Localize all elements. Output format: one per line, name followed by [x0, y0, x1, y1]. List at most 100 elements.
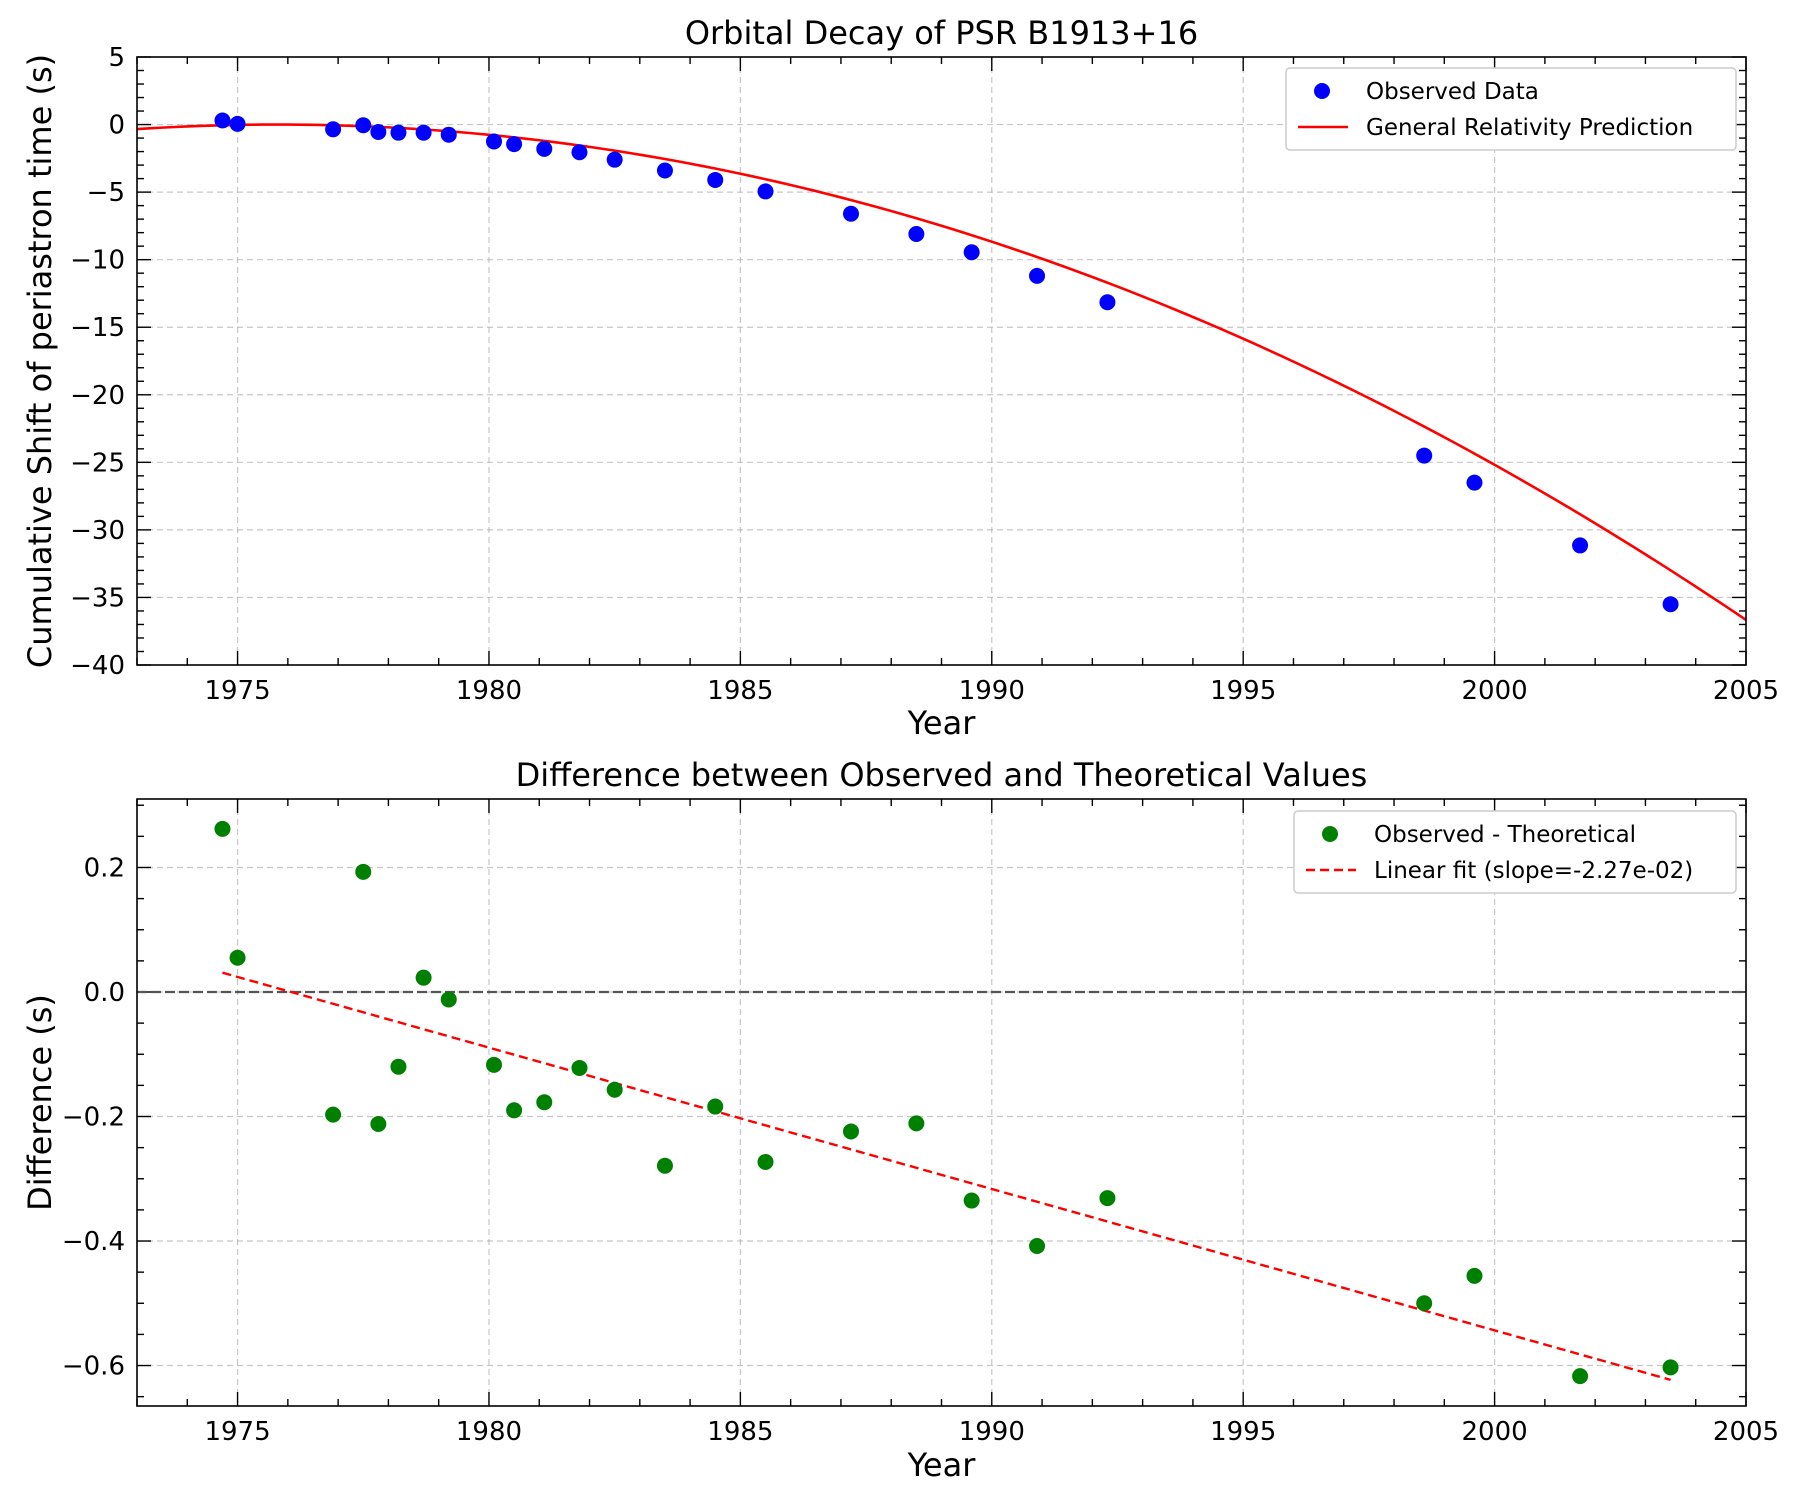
residual-data-point: [1572, 1368, 1589, 1385]
residual-data-point: [485, 1056, 502, 1073]
y-tick-label: −40: [70, 651, 125, 681]
residual-data-point: [370, 1115, 387, 1132]
decay-ticks: [136, 56, 1747, 666]
x-tick-label: 1975: [204, 676, 270, 706]
difference-ticks: [136, 799, 1747, 1406]
observed-data-point: [842, 205, 859, 222]
y-tick-label: 0: [108, 111, 125, 141]
decay-tick-labels: 1975 1980 1985 1990 1995 2000 2005 −40 −35 −30 −25…: [70, 43, 1779, 706]
x-tick-label: 1985: [707, 676, 773, 706]
y-tick-label: −25: [70, 448, 125, 478]
decay-series: [137, 112, 1746, 621]
x-tick-label: 1990: [959, 1417, 1025, 1447]
y-tick-label: −15: [70, 313, 125, 343]
residual-data-point: [1099, 1190, 1116, 1207]
residual-data-point: [1662, 1359, 1679, 1376]
decay-x-axis-label: Year: [907, 704, 977, 742]
residual-data-point: [656, 1157, 673, 1174]
legend-observed-marker: [1314, 83, 1330, 99]
observed-data-point: [506, 136, 523, 153]
observed-data-point: [707, 171, 724, 188]
x-tick-label: 1995: [1210, 676, 1276, 706]
observed-data-point: [908, 225, 925, 242]
legend-prediction-label: General Relativity Prediction: [1366, 115, 1693, 141]
difference-plot-frame: [136, 798, 1747, 1407]
decay-y-axis-label: Cumulative Shift of periastron time (s): [21, 54, 59, 668]
difference-y-axis-label: Difference (s): [21, 994, 59, 1211]
difference-tick-labels: 1975 1980 1985 1990 1995 2000 2005 −0.6 −0.4 −0.2…: [62, 853, 1779, 1447]
y-tick-label: −0.6: [62, 1352, 125, 1382]
observed-data-point: [1466, 474, 1483, 491]
observed-data-point: [606, 151, 623, 168]
linear-fit-line: [222, 971, 1671, 1382]
difference-legend-box: [1293, 810, 1737, 894]
residual-data-point: [355, 863, 372, 880]
y-tick-label: −5: [87, 178, 125, 208]
difference-series: [137, 820, 1746, 1385]
residual-data-point: [1029, 1238, 1046, 1255]
y-tick-label: 5: [108, 43, 125, 73]
observed-data-point: [963, 244, 980, 261]
observed-data-point: [440, 126, 457, 143]
x-tick-label: 2005: [1713, 676, 1779, 706]
x-tick-label: 1980: [456, 1417, 522, 1447]
x-tick-label: 1995: [1210, 1417, 1276, 1447]
x-tick-label: 1975: [204, 1417, 270, 1447]
observed-data-point: [1572, 537, 1589, 554]
observed-data-point: [214, 112, 231, 129]
decay-plot-frame: [136, 56, 1747, 666]
decay-legend-box: [1285, 67, 1737, 151]
x-tick-label: 2000: [1462, 1417, 1528, 1447]
legend-fit-label: Linear fit (slope=-2.27e-02): [1374, 858, 1693, 884]
y-tick-label: 0.0: [84, 978, 125, 1008]
y-tick-label: −0.2: [62, 1103, 125, 1133]
difference-chart: 1975 1980 1985 1990 1995 2000 2005 −0.6 −0.4 −0.2…: [21, 756, 1779, 1484]
y-tick-label: −10: [70, 246, 125, 276]
residual-data-point: [606, 1081, 623, 1098]
difference-legend: Observed - Theoretical Linear fit (slope…: [1293, 810, 1737, 894]
decay-chart-title: Orbital Decay of PSR B1913+16: [685, 14, 1198, 52]
y-tick-label: −35: [70, 583, 125, 613]
residual-data-point: [415, 969, 432, 986]
residual-data-point: [842, 1123, 859, 1140]
residual-data-point: [707, 1098, 724, 1115]
residual-data-point: [536, 1094, 553, 1111]
observed-data-point: [229, 115, 246, 132]
observed-data-point: [1099, 294, 1116, 311]
observed-data-point: [656, 162, 673, 179]
decay-grid: [137, 57, 1746, 665]
x-tick-label: 2000: [1462, 676, 1528, 706]
observed-data-point: [757, 183, 774, 200]
y-tick-label: −20: [70, 381, 125, 411]
observed-data-point: [485, 133, 502, 150]
observed-data-point: [415, 124, 432, 141]
residual-data-point: [229, 949, 246, 966]
residual-data-point: [908, 1115, 925, 1132]
residual-data-point: [390, 1058, 407, 1075]
decay-legend: Observed Data General Relativity Predict…: [1285, 67, 1737, 151]
residual-data-point: [1466, 1267, 1483, 1284]
difference-x-axis-label: Year: [907, 1446, 977, 1484]
residual-data-point: [757, 1153, 774, 1170]
observed-data-point: [536, 140, 553, 157]
residual-data-point: [325, 1106, 342, 1123]
x-tick-label: 1980: [456, 676, 522, 706]
residual-data-point: [963, 1192, 980, 1209]
y-tick-label: −30: [70, 516, 125, 546]
observed-data-point: [1416, 447, 1433, 464]
x-tick-label: 1990: [959, 676, 1025, 706]
residual-data-point: [214, 820, 231, 837]
difference-chart-title: Difference between Observed and Theoreti…: [516, 756, 1368, 794]
observed-data-point: [571, 144, 588, 161]
observed-data-point: [355, 117, 372, 134]
observed-data-point: [325, 121, 342, 138]
observed-data-point: [1662, 596, 1679, 613]
legend-residual-marker: [1322, 826, 1338, 842]
y-tick-label: −0.4: [62, 1227, 125, 1257]
residual-data-point: [571, 1059, 588, 1076]
legend-residual-label: Observed - Theoretical: [1374, 822, 1636, 848]
gr-prediction-curve: [137, 123, 1746, 621]
residual-data-point: [440, 991, 457, 1008]
y-tick-label: 0.2: [84, 853, 125, 883]
